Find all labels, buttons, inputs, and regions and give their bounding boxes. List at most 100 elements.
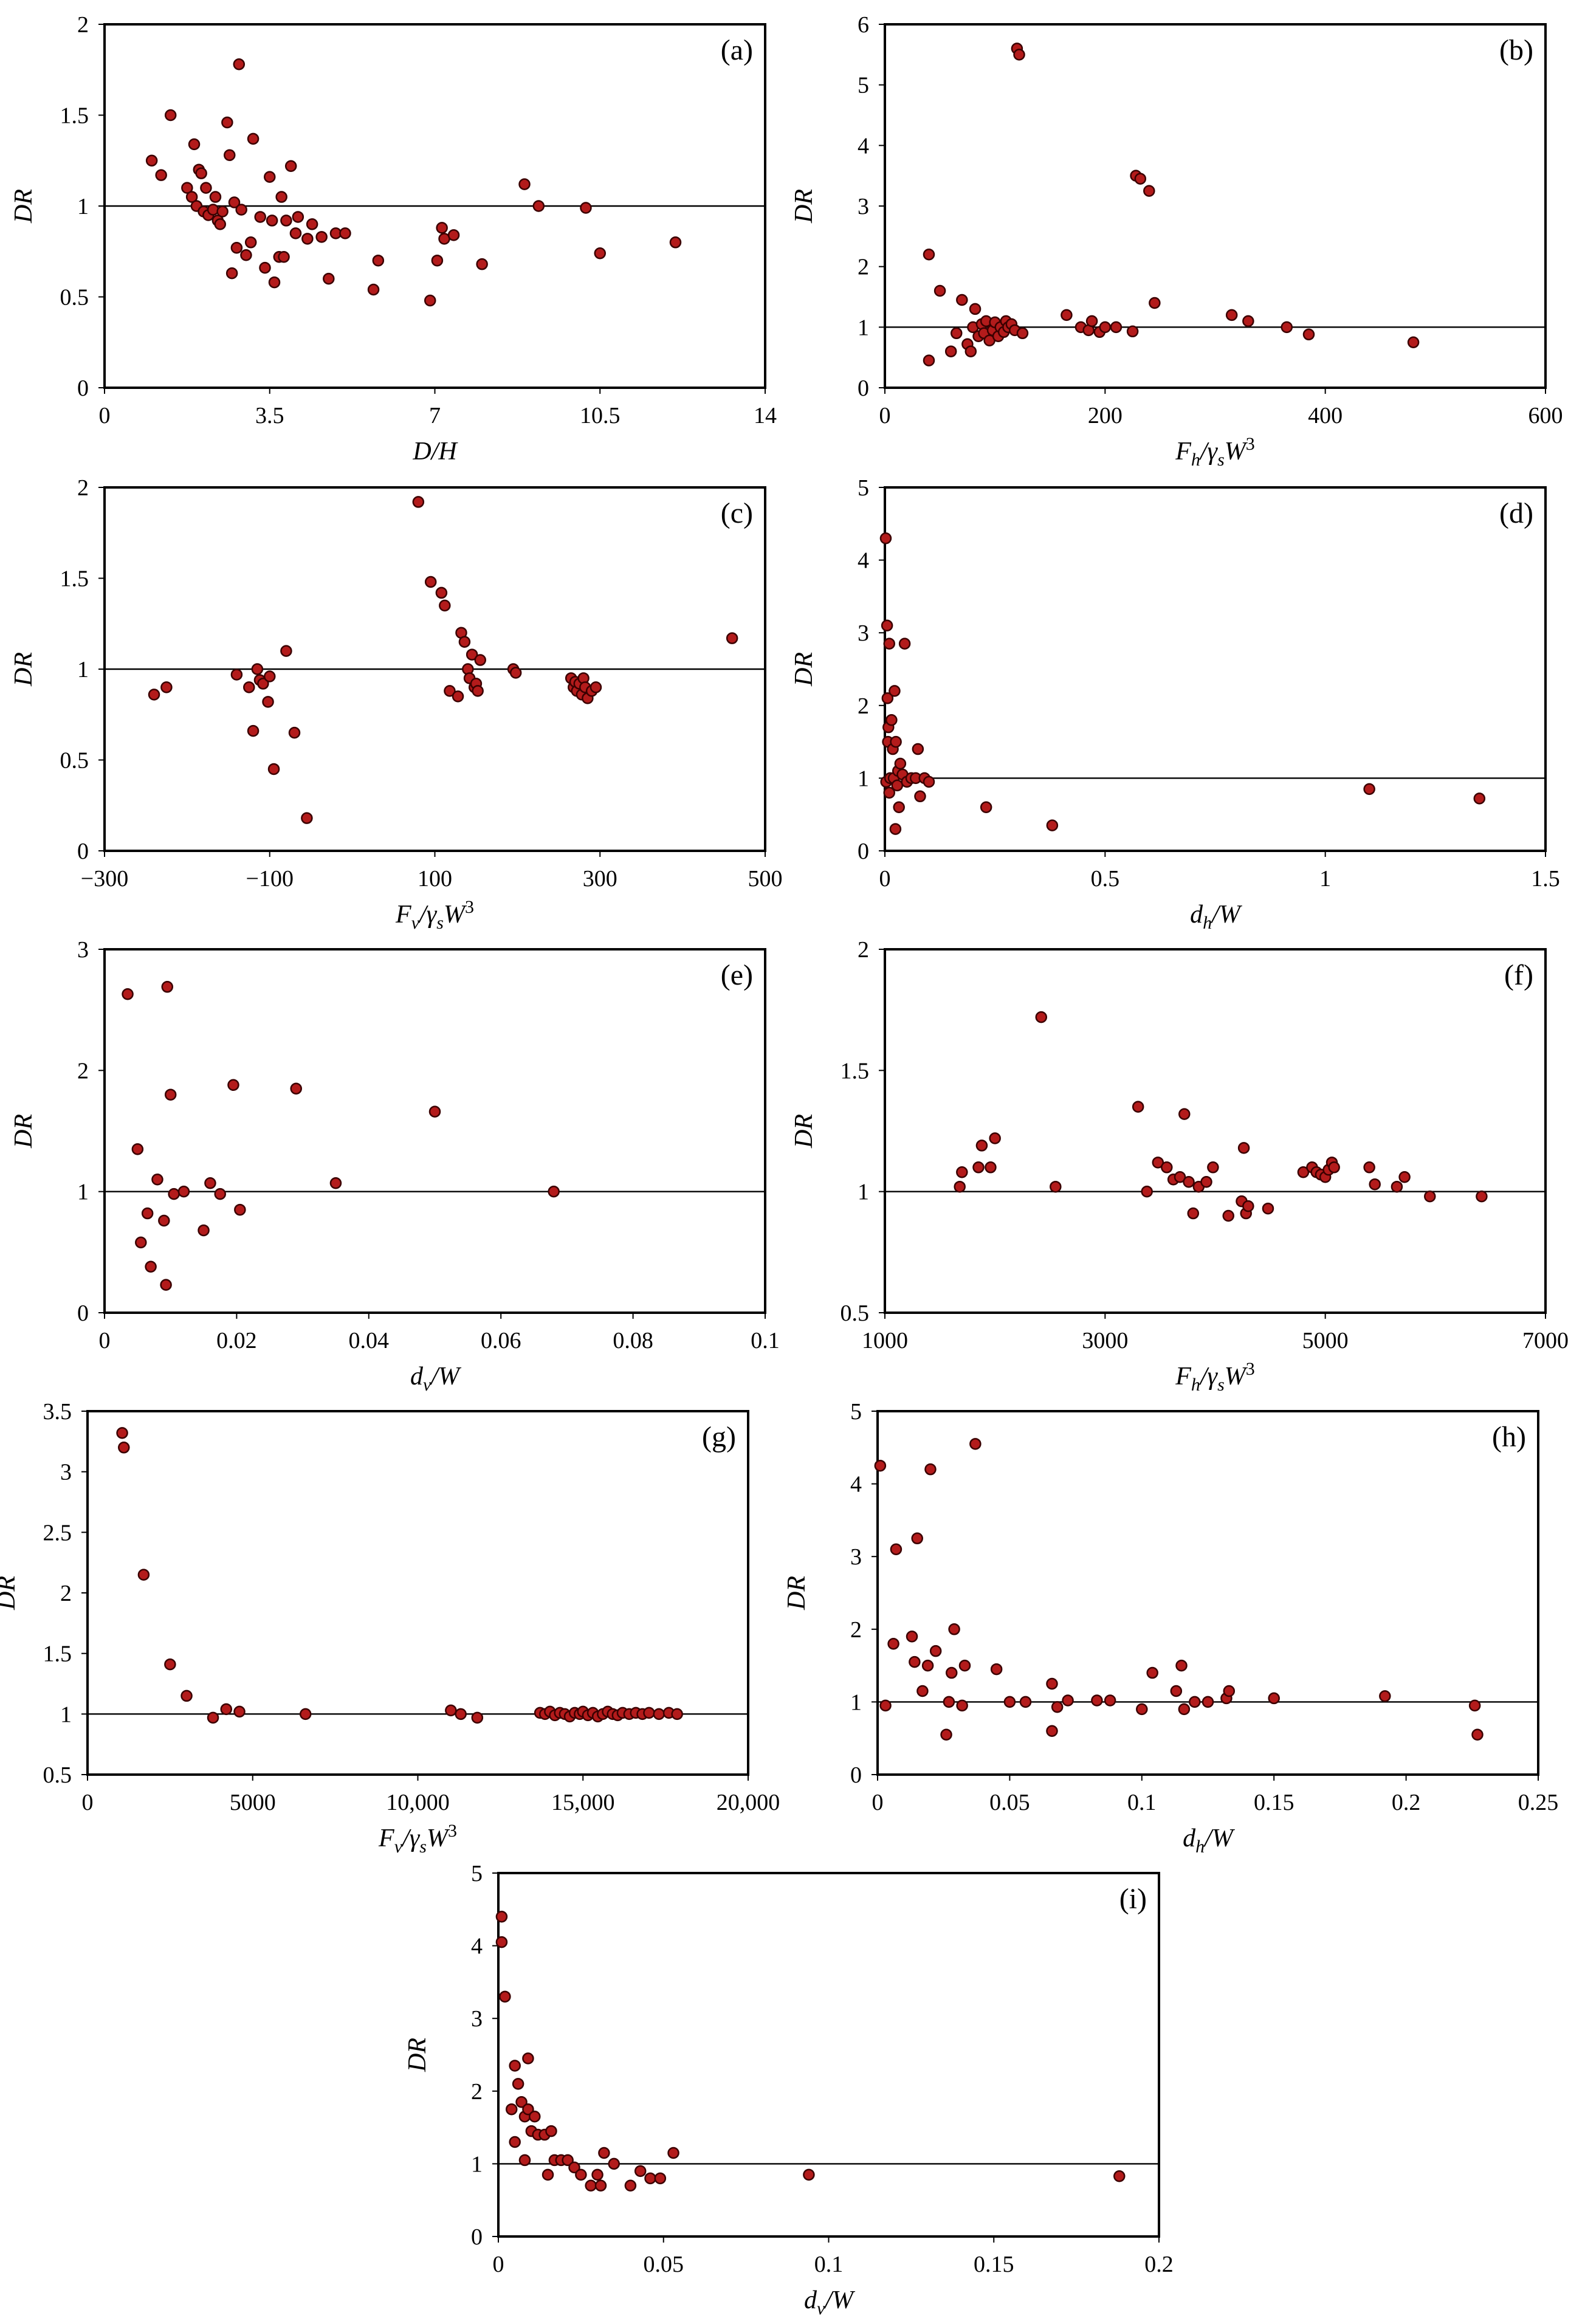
y-tick-label: 1 — [850, 1690, 862, 1715]
x-tick-label: 0.04 — [349, 1328, 390, 1353]
y-tick-label: 3 — [858, 621, 869, 646]
x-tick-label: 10,000 — [386, 1790, 450, 1815]
data-point — [251, 663, 264, 675]
x-tick-label: 0.05 — [644, 2252, 684, 2277]
data-point — [585, 2179, 597, 2192]
x-axis-label: Fh/γsW3 — [1175, 1359, 1255, 1395]
data-point — [1019, 1696, 1032, 1708]
data-point — [522, 2103, 534, 2116]
data-point — [177, 1185, 190, 1198]
y-tick-label: 5 — [850, 1399, 862, 1425]
data-point — [1281, 321, 1293, 334]
x-tick-label: 0 — [99, 403, 111, 428]
data-point — [634, 2165, 647, 2178]
data-point — [548, 1185, 560, 1198]
data-point — [545, 2125, 557, 2137]
data-point — [244, 236, 257, 249]
data-point — [969, 1438, 982, 1450]
x-tick-label: 14 — [754, 403, 777, 428]
data-point — [207, 204, 219, 216]
data-point — [268, 276, 281, 289]
data-point — [542, 2168, 554, 2181]
panel-label: (b) — [1499, 34, 1533, 66]
data-point — [1200, 1175, 1212, 1188]
data-point — [591, 2168, 603, 2181]
data-point — [893, 801, 905, 813]
data-point — [1476, 1190, 1488, 1203]
y-tick-label: 0 — [850, 1762, 862, 1788]
data-point — [439, 599, 451, 612]
data-point — [1473, 792, 1486, 805]
y-tick-label: 2 — [850, 1617, 862, 1643]
data-point — [455, 1708, 467, 1721]
data-point — [424, 576, 437, 588]
x-tick-label: 0.02 — [216, 1328, 257, 1353]
data-point — [509, 2136, 521, 2148]
data-point — [956, 1166, 968, 1178]
data-point — [518, 178, 531, 190]
data-point — [923, 775, 935, 788]
data-point — [198, 1224, 210, 1237]
plot-frame — [876, 1410, 1539, 1776]
data-point — [980, 801, 992, 813]
data-point — [594, 247, 606, 260]
data-point — [1016, 327, 1029, 340]
y-tick-label: 0 — [77, 376, 89, 401]
y-tick-label: 0 — [77, 1301, 89, 1326]
data-point — [1223, 1685, 1236, 1697]
data-point — [972, 1161, 985, 1174]
data-point — [221, 116, 233, 129]
data-point — [887, 1637, 899, 1650]
data-point — [1174, 1171, 1186, 1183]
data-point — [1268, 1692, 1280, 1705]
x-tick-label: 0 — [493, 2252, 504, 2277]
data-point — [289, 227, 302, 239]
data-point — [1183, 1175, 1195, 1188]
chart-panel-f: 1000 3000 5000 7000 0.5 1 1.5 2 (f) DR Fh/γsW3 — [790, 937, 1569, 1395]
data-point — [1189, 1696, 1201, 1708]
data-point — [509, 2060, 521, 2072]
x-tick-label: 0.15 — [974, 2252, 1014, 2277]
data-point — [1091, 1694, 1103, 1707]
data-point — [1187, 1207, 1200, 1220]
data-point — [890, 735, 902, 748]
y-tick-label: 1.5 — [60, 103, 89, 129]
y-tick-label: 4 — [858, 133, 869, 159]
x-tick-label: 15,000 — [551, 1790, 615, 1815]
data-point — [1113, 2170, 1126, 2182]
y-tick-label: 0 — [858, 839, 869, 864]
data-point — [372, 254, 385, 267]
data-point — [1146, 1666, 1158, 1679]
chart-panel-g: 0 5000 10,000 15,000 20,000 0.5 1 1.5 2 2.5 3 3.5 (g… — [0, 1399, 780, 1857]
y-tick-label: 2 — [858, 693, 869, 719]
y-tick-label: 1 — [858, 315, 869, 340]
x-tick-label: 1 — [1319, 866, 1331, 892]
data-point — [803, 2168, 815, 2181]
data-point — [495, 1911, 508, 1923]
data-point — [495, 1936, 508, 1948]
data-point — [247, 724, 260, 737]
chart-panel-d: 0 0.5 1 1.5 0 1 2 3 4 5 (d) DR dh/W — [790, 475, 1560, 933]
data-point — [1175, 1659, 1188, 1672]
x-tick-label: 0.1 — [751, 1328, 780, 1353]
y-tick-label: 2 — [77, 1058, 89, 1084]
data-point — [532, 200, 545, 212]
x-axis-label: dh/W — [1183, 1824, 1236, 1857]
data-point — [989, 1132, 1001, 1144]
y-tick-label: 0 — [77, 839, 89, 864]
data-point — [264, 670, 276, 682]
chart-panel-h: 0 0.05 0.1 0.15 0.2 0.25 0 1 2 3 4 5 (h) DR dh/W — [783, 1399, 1558, 1857]
data-point — [266, 215, 278, 227]
data-point — [230, 242, 243, 254]
data-point — [923, 248, 935, 261]
data-point — [1152, 1157, 1164, 1169]
panel-label: (d) — [1499, 497, 1533, 529]
y-axis-label: DR — [790, 652, 818, 687]
data-point — [954, 1180, 966, 1193]
data-point — [301, 233, 314, 245]
data-point — [964, 345, 977, 357]
data-point — [956, 294, 968, 306]
data-point — [580, 202, 592, 214]
x-axis-label: Fh/γsW3 — [1175, 434, 1255, 470]
y-tick-label: 2 — [858, 937, 869, 963]
